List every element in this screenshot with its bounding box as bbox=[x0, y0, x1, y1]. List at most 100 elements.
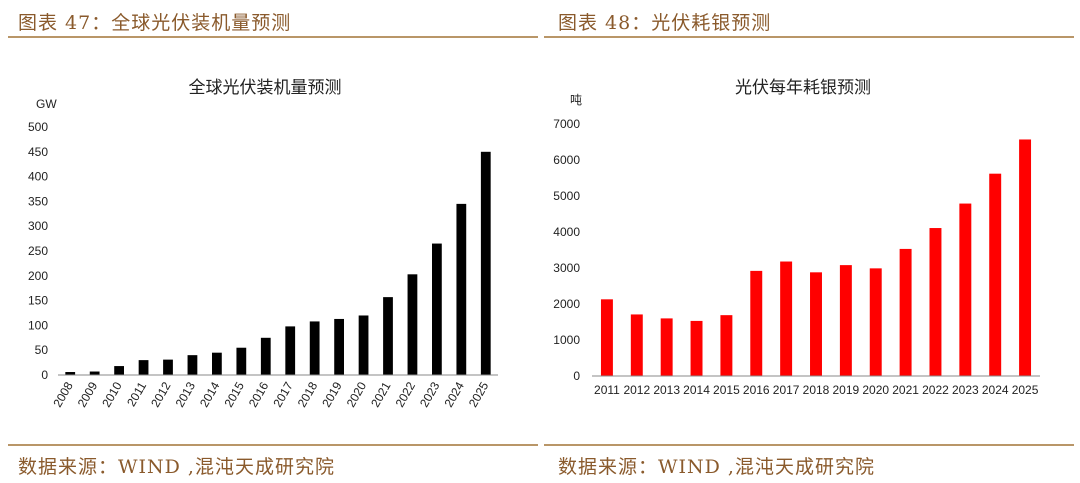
bar bbox=[309, 321, 320, 375]
bar bbox=[839, 265, 852, 376]
x-tick-label: 2013 bbox=[653, 383, 680, 397]
x-tick-label: 2018 bbox=[295, 379, 321, 409]
y-tick-label: 100 bbox=[28, 318, 48, 332]
x-tick-label: 2015 bbox=[221, 379, 247, 409]
x-tick-label: 2019 bbox=[319, 379, 345, 409]
bar bbox=[929, 228, 942, 376]
bar bbox=[780, 261, 793, 376]
y-tick-label: 1000 bbox=[553, 333, 580, 347]
right-figure-panel: 图表 48：光伏耗银预测 光伏每年耗银预测吨 0 1000 2000 3000 4000 5… bbox=[540, 0, 1080, 483]
x-tick-label: 2009 bbox=[75, 379, 101, 409]
x-tick-label: 2018 bbox=[803, 383, 830, 397]
bar bbox=[869, 268, 882, 376]
bar bbox=[334, 318, 344, 375]
bar bbox=[1019, 139, 1032, 376]
bottom-divider bbox=[544, 444, 1074, 446]
figure-title: 图表 47：全球光伏装机量预测 bbox=[18, 12, 292, 34]
x-tick-label: 2013 bbox=[173, 379, 199, 409]
chart-title: 光伏每年耗银预测 bbox=[735, 78, 871, 98]
x-tick-label: 2023 bbox=[417, 379, 443, 409]
y-tick-label: 150 bbox=[28, 294, 48, 308]
x-tick-label: 2019 bbox=[833, 383, 860, 397]
x-tick-label: 2022 bbox=[393, 379, 419, 409]
bar bbox=[899, 248, 912, 376]
x-tick-label: 2017 bbox=[773, 383, 800, 397]
bar bbox=[720, 315, 733, 376]
y-axis-unit: 吨 bbox=[570, 93, 582, 107]
x-tick-label: 2020 bbox=[862, 383, 889, 397]
bar bbox=[750, 270, 763, 376]
bar bbox=[630, 314, 643, 376]
top-divider bbox=[8, 36, 538, 38]
y-tick-label: 5000 bbox=[553, 189, 580, 203]
chart-title: 全球光伏装机量预测 bbox=[189, 78, 342, 98]
x-tick-label: 2016 bbox=[246, 379, 272, 409]
left-figure-panel: 图表 47：全球光伏装机量预测 全球光伏装机量预测 GW 0 50 100 150 200 2… bbox=[8, 12, 538, 478]
x-tick-label: 2016 bbox=[743, 383, 770, 397]
y-axis-unit: GW bbox=[36, 97, 57, 111]
x-tick-label: 2024 bbox=[982, 383, 1009, 397]
y-tick-label: 350 bbox=[28, 194, 48, 208]
x-tick-label: 2022 bbox=[922, 383, 949, 397]
x-tick-label: 2021 bbox=[368, 379, 394, 409]
bar bbox=[89, 371, 100, 375]
y-tick-label: 3000 bbox=[553, 261, 580, 275]
y-tick-label: 4000 bbox=[553, 225, 580, 239]
y-tick-label: 250 bbox=[28, 244, 48, 258]
y-tick-label: 6000 bbox=[553, 153, 580, 167]
bar bbox=[456, 203, 467, 375]
source-note: 数据来源：WIND ,混沌天成研究院 bbox=[558, 456, 875, 478]
y-tick-label: 2000 bbox=[553, 297, 580, 311]
x-tick-label: 2014 bbox=[683, 383, 710, 397]
bar bbox=[163, 359, 173, 375]
bar bbox=[236, 347, 247, 375]
figure-title: 图表 48：光伏耗银预测 bbox=[558, 12, 772, 34]
x-tick-label: 2025 bbox=[466, 379, 492, 409]
x-tick-label: 2025 bbox=[1012, 383, 1039, 397]
x-tick-label: 2008 bbox=[50, 379, 76, 409]
x-tick-label: 2017 bbox=[270, 379, 296, 409]
bar bbox=[690, 320, 703, 376]
bar bbox=[989, 173, 1002, 376]
y-tick-label: 500 bbox=[28, 120, 48, 134]
x-tick-label: 2015 bbox=[713, 383, 740, 397]
x-tick-label: 2012 bbox=[623, 383, 650, 397]
x-tick-label: 2011 bbox=[124, 379, 149, 409]
bar bbox=[65, 372, 76, 375]
bar bbox=[600, 299, 613, 376]
y-tick-label: 450 bbox=[28, 145, 48, 159]
x-tick-label: 2012 bbox=[148, 379, 174, 409]
y-tick-label: 50 bbox=[35, 343, 49, 357]
bar bbox=[260, 337, 271, 375]
x-tick-label: 2011 bbox=[594, 383, 620, 397]
source-note: 数据来源：WIND ,混沌天成研究院 bbox=[18, 456, 335, 478]
bar bbox=[212, 352, 222, 375]
bar bbox=[480, 151, 491, 375]
bar bbox=[407, 274, 418, 375]
x-tick-label: 2020 bbox=[344, 379, 370, 409]
y-tick-label: 0 bbox=[41, 368, 48, 382]
x-tick-label: 2014 bbox=[197, 379, 223, 409]
bar bbox=[114, 366, 124, 375]
bar bbox=[138, 360, 149, 375]
bar bbox=[358, 315, 369, 375]
x-tick-label: 2010 bbox=[99, 379, 125, 409]
bar bbox=[959, 203, 972, 376]
bar bbox=[810, 272, 822, 376]
bottom-divider bbox=[8, 444, 538, 446]
x-tick-label: 2024 bbox=[441, 379, 467, 409]
x-tick-label: 2021 bbox=[892, 383, 919, 397]
top-divider bbox=[544, 36, 1074, 38]
bar bbox=[432, 243, 442, 375]
x-tick-label: 2023 bbox=[952, 383, 979, 397]
y-tick-label: 7000 bbox=[553, 117, 580, 131]
bar bbox=[660, 318, 673, 376]
bar bbox=[187, 355, 198, 375]
bar bbox=[383, 297, 393, 375]
bar bbox=[285, 326, 296, 375]
y-tick-label: 400 bbox=[28, 170, 48, 184]
y-tick-label: 300 bbox=[28, 219, 48, 233]
installation-chart: 全球光伏装机量预测 GW 0 50 100 150 200 250 300 350 400 450 50… bbox=[28, 78, 498, 410]
y-tick-label: 0 bbox=[573, 369, 580, 383]
